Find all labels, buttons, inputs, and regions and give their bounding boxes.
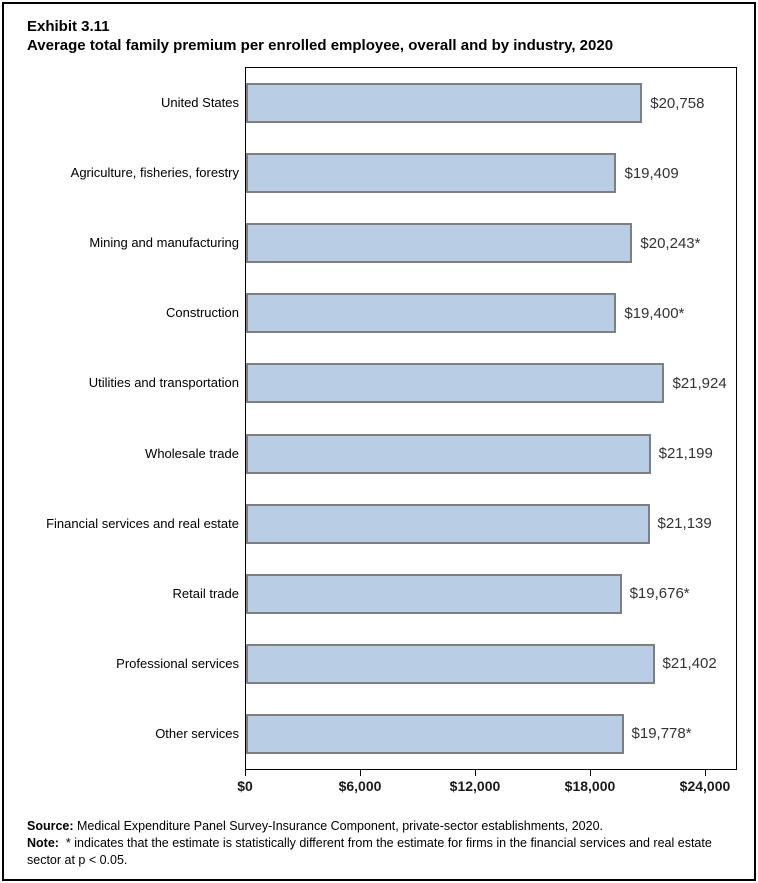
value-label: $21,139 xyxy=(657,515,712,533)
x-tick-label: $24,000 xyxy=(679,778,731,794)
chart-row: Construction $19,400* xyxy=(166,278,736,348)
x-tick-label: $6,000 xyxy=(338,778,382,794)
value-label: $19,778* xyxy=(631,725,692,743)
chart-row: Mining and manufacturing $20,243* xyxy=(89,208,736,278)
source-label: Source: xyxy=(27,819,74,833)
value-label: $19,409 xyxy=(624,164,679,182)
x-tick-mark xyxy=(359,770,361,776)
bar xyxy=(246,713,624,754)
chart-title-block: Exhibit 3.11 Average total family premiu… xyxy=(27,17,613,55)
chart-row: Financial services and real estate $21,13… xyxy=(46,489,736,559)
x-tick-mark xyxy=(474,770,476,776)
category-label: Agriculture, fisheries, forestry xyxy=(70,165,239,181)
value-label: $21,924 xyxy=(672,374,727,392)
value-label: $21,402 xyxy=(662,655,717,673)
chart-title: Average total family premium per enrolle… xyxy=(27,37,614,54)
x-tick-label: $18,000 xyxy=(564,778,616,794)
plot-area: United States $20,758 Agriculture, fisheri… xyxy=(46,67,737,770)
note-text: * indicates that the estimate is statist… xyxy=(27,836,716,867)
note-label: Note: xyxy=(27,836,59,850)
category-label: Professional services xyxy=(116,655,239,671)
bar xyxy=(246,363,665,404)
value-label: $20,758 xyxy=(650,94,705,112)
bar xyxy=(246,293,617,334)
category-label: Utilities and transportation xyxy=(88,375,239,391)
x-tick-mark xyxy=(704,770,706,776)
bar xyxy=(246,223,633,264)
chart-row: United States $20,758 xyxy=(161,68,736,138)
x-tick-label: $0 xyxy=(237,778,253,794)
footer-notes: Source: Medical Expenditure Panel Survey… xyxy=(27,818,733,869)
x-tick-label: $12,000 xyxy=(449,778,501,794)
x-tick-mark xyxy=(245,770,246,776)
chart-row: Retail trade $19,676* xyxy=(173,559,736,629)
category-label: Wholesale trade xyxy=(145,445,239,461)
note-line: Note: * indicates that the estimate is s… xyxy=(27,835,733,869)
exhibit-number: Exhibit 3.11 xyxy=(27,18,110,35)
category-label: Mining and manufacturing xyxy=(89,235,239,251)
bar xyxy=(246,83,643,124)
value-label: $19,400* xyxy=(624,304,685,322)
chart-row: Agriculture, fisheries, forestry $19,409 xyxy=(71,138,736,208)
chart-row: Wholesale trade $21,199 xyxy=(145,418,736,488)
bar xyxy=(246,503,650,544)
bar-rows: United States $20,758 Agriculture, fisheri… xyxy=(46,68,736,769)
category-label: United States xyxy=(160,95,239,111)
x-axis: $0 $6,000 $12,000 $18,000 $24,000 xyxy=(237,770,737,800)
category-label: Other services xyxy=(155,725,239,741)
bar xyxy=(246,433,651,474)
bar xyxy=(246,153,617,194)
bar xyxy=(246,573,622,614)
chart-row: Professional services $21,402 xyxy=(116,629,736,699)
value-label: $20,243* xyxy=(640,234,701,252)
value-label: $19,676* xyxy=(629,585,690,603)
chart-row: Other services $19,778* xyxy=(155,699,736,769)
category-label: Financial services and real estate xyxy=(46,515,239,531)
category-label: Retail trade xyxy=(172,585,239,601)
chart-row: Utilities and transportation $21,924 xyxy=(89,348,736,418)
source-line: Source: Medical Expenditure Panel Survey… xyxy=(27,818,733,835)
x-tick-mark xyxy=(589,770,591,776)
category-label: Construction xyxy=(166,305,239,321)
value-label: $21,199 xyxy=(658,445,713,463)
bar xyxy=(246,643,655,684)
source-text: Medical Expenditure Panel Survey-Insuran… xyxy=(73,819,603,833)
